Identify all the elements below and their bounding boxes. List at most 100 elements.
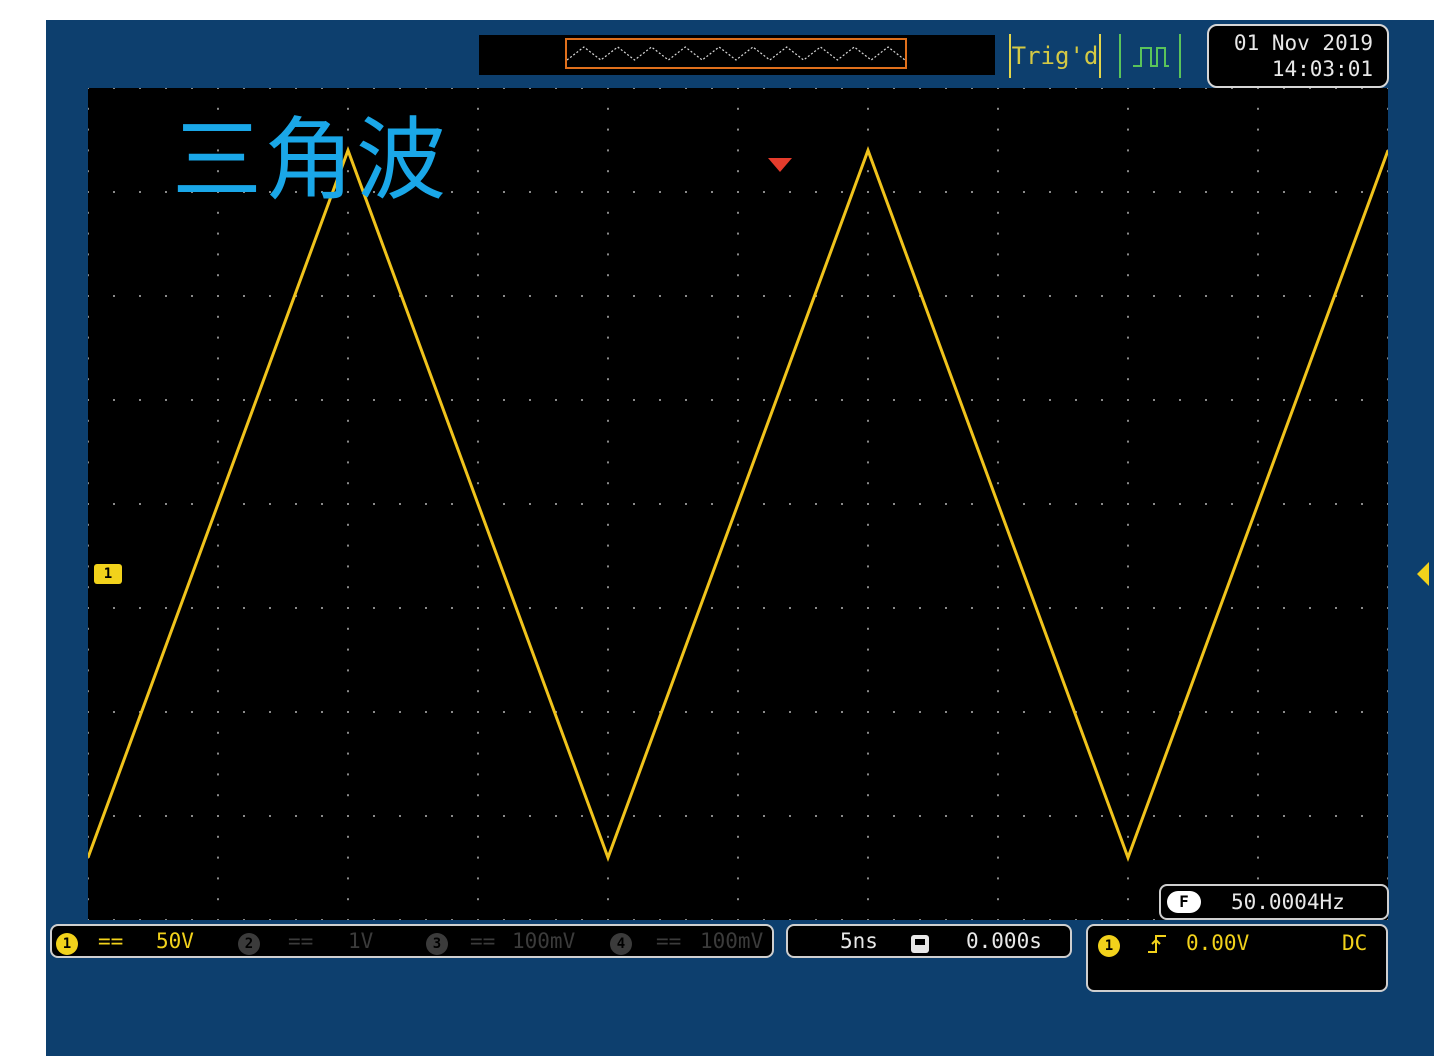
grid-dot bbox=[1231, 399, 1233, 401]
grid-dot bbox=[88, 211, 89, 214]
grid-dot bbox=[1257, 211, 1259, 214]
grid-dot bbox=[607, 607, 609, 609]
grid-dot bbox=[399, 919, 401, 920]
grid-dot bbox=[1257, 648, 1259, 651]
grid-dot bbox=[1257, 877, 1259, 880]
timebase-status-bar[interactable]: 5ns 0.000s bbox=[786, 924, 1072, 958]
grid-dot bbox=[165, 503, 167, 505]
grid-dot bbox=[685, 919, 687, 920]
grid-dot bbox=[347, 274, 349, 277]
grid-dot bbox=[217, 731, 219, 734]
ch1-status[interactable]: 1 bbox=[56, 926, 78, 956]
grid-dot bbox=[659, 399, 661, 401]
grid-dot bbox=[685, 503, 687, 505]
grid-dot bbox=[893, 815, 895, 817]
trigger-edge-status-icon bbox=[1119, 34, 1181, 78]
grid-dot bbox=[1387, 232, 1388, 235]
grid-dot bbox=[867, 773, 869, 776]
grid-dot bbox=[139, 191, 141, 193]
grid-dot bbox=[1257, 773, 1259, 776]
grid-dot bbox=[737, 232, 739, 235]
grid-dot bbox=[139, 607, 141, 609]
grid-dot bbox=[217, 856, 219, 859]
grid-dot bbox=[737, 128, 739, 131]
grid-dot bbox=[217, 399, 219, 401]
grid-dot bbox=[529, 815, 531, 817]
grid-dot bbox=[1049, 88, 1051, 89]
trigger-settings-panel[interactable]: 1 0.00V DC bbox=[1086, 924, 1388, 992]
overview-window[interactable] bbox=[565, 38, 907, 69]
grid-dot bbox=[867, 315, 869, 318]
ch4-status[interactable]: 4 bbox=[610, 926, 632, 956]
grid-dot bbox=[1361, 607, 1363, 609]
grid-dot bbox=[1309, 399, 1311, 401]
grid-dot bbox=[217, 794, 219, 797]
grid-dot bbox=[1231, 191, 1233, 193]
ch3-status[interactable]: 3 bbox=[426, 926, 448, 956]
grid-dot bbox=[555, 503, 557, 505]
grid-dot bbox=[243, 503, 245, 505]
grid-dot bbox=[451, 711, 453, 713]
grid-dot bbox=[815, 503, 817, 505]
grid-dot bbox=[321, 503, 323, 505]
trigger-position-marker[interactable] bbox=[768, 158, 792, 172]
grid-dot bbox=[997, 88, 999, 89]
grid-dot bbox=[815, 399, 817, 401]
grid-dot bbox=[113, 399, 115, 401]
grid-dot bbox=[1231, 88, 1233, 89]
grid-dot bbox=[997, 461, 999, 464]
ch2-status[interactable]: 2 bbox=[238, 926, 260, 956]
grid-dot bbox=[1387, 711, 1388, 713]
grid-dot bbox=[1179, 191, 1181, 193]
grid-dot bbox=[607, 565, 609, 568]
grid-dot bbox=[529, 919, 531, 920]
grid-dot bbox=[269, 919, 271, 920]
grid-dot bbox=[1101, 919, 1103, 920]
grid-dot bbox=[88, 503, 89, 505]
ch1-ground-marker[interactable]: 1 bbox=[94, 564, 122, 584]
grid-dot bbox=[139, 295, 141, 297]
grid-dot bbox=[1387, 419, 1388, 422]
grid-dot bbox=[425, 607, 427, 609]
grid-dot bbox=[867, 88, 869, 89]
grid-dot bbox=[1257, 835, 1259, 838]
grid-dot bbox=[373, 607, 375, 609]
grid-dot bbox=[217, 482, 219, 485]
grid-dot bbox=[347, 357, 349, 360]
grid-dot bbox=[529, 607, 531, 609]
grid-dot bbox=[1049, 503, 1051, 505]
grid-dot bbox=[165, 295, 167, 297]
grid-dot bbox=[321, 399, 323, 401]
grid-dot bbox=[113, 607, 115, 609]
grid-dot bbox=[477, 232, 479, 235]
grid-dot bbox=[737, 440, 739, 443]
grid-dot bbox=[607, 149, 609, 152]
grid-dot bbox=[841, 88, 843, 89]
waveform-display: 三角波 1 bbox=[88, 88, 1429, 920]
grid-dot bbox=[1101, 815, 1103, 817]
grid-dot bbox=[347, 586, 349, 589]
grid-dot bbox=[893, 711, 895, 713]
trigger-level-marker[interactable] bbox=[1417, 562, 1429, 586]
grid-dot bbox=[685, 191, 687, 193]
grid-dot bbox=[1361, 711, 1363, 713]
grid-dot bbox=[685, 711, 687, 713]
grid-dot bbox=[737, 752, 739, 755]
grid-dot bbox=[997, 482, 999, 485]
grid-dot bbox=[1127, 149, 1129, 152]
grid-dot bbox=[997, 295, 999, 297]
grid-dot bbox=[763, 295, 765, 297]
grid-dot bbox=[139, 399, 141, 401]
grid-dot bbox=[477, 565, 479, 568]
grid-dot bbox=[269, 191, 271, 193]
grid-dot bbox=[1049, 711, 1051, 713]
grid-dot bbox=[1049, 295, 1051, 297]
grid-dot bbox=[1023, 295, 1025, 297]
grid-dot bbox=[1283, 815, 1285, 817]
grid-dot bbox=[607, 232, 609, 235]
grid-dot bbox=[88, 88, 89, 89]
grid-dot bbox=[1127, 731, 1129, 734]
grid-dot bbox=[373, 295, 375, 297]
grid-dot bbox=[217, 315, 219, 318]
grid-dot bbox=[1257, 565, 1259, 568]
